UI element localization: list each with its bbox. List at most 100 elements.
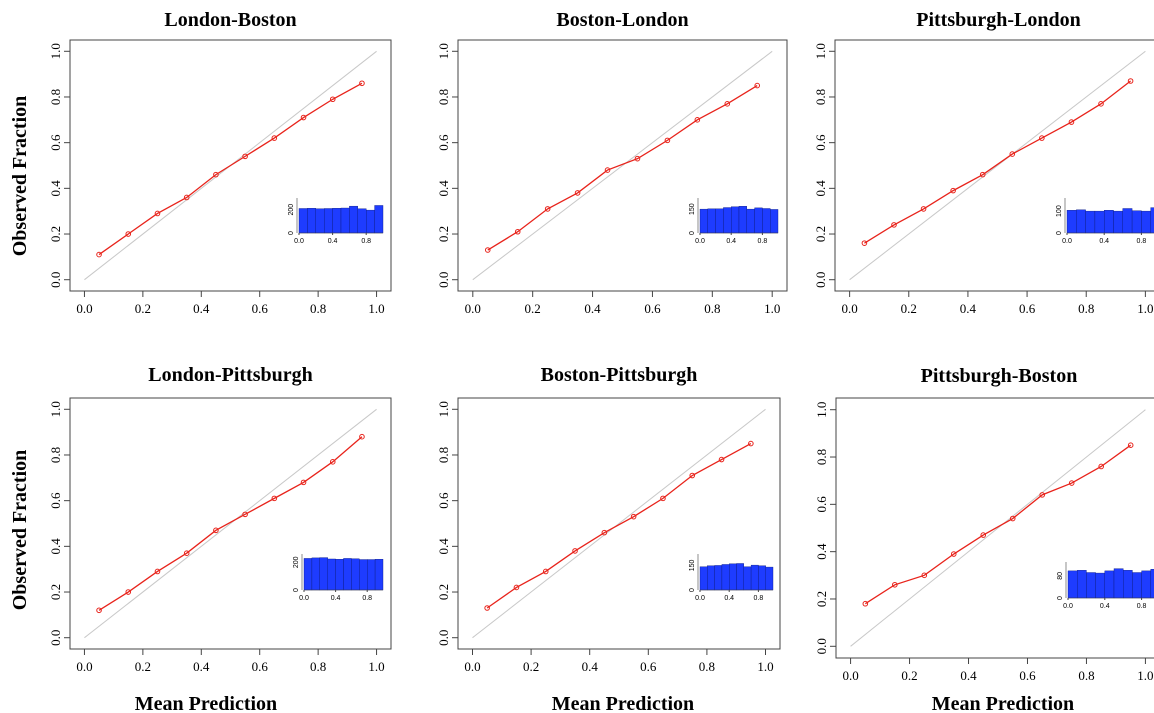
diagonal-reference-line <box>472 50 773 281</box>
y-tick-label: 0.2 <box>436 584 451 600</box>
y-tick-label: 0.0 <box>48 272 63 288</box>
x-tick-label: 0.8 <box>310 301 326 316</box>
calibration-point <box>125 231 132 237</box>
calibration-point <box>1127 442 1134 448</box>
x-tick-label: 0.2 <box>135 301 151 316</box>
inset-x-tick-label: 0.4 <box>724 595 734 602</box>
calibration-point <box>891 222 897 228</box>
histogram-bar <box>762 208 771 234</box>
calibration-point <box>484 247 491 253</box>
calibration-point <box>754 82 761 89</box>
calibration-point <box>748 440 754 447</box>
inset-y-tick-label: 0 <box>293 588 300 592</box>
y-tick-label: 0.2 <box>813 226 828 242</box>
histogram-bar <box>715 208 724 234</box>
histogram-bar <box>1066 210 1077 234</box>
calibration-point <box>574 190 581 196</box>
panel-title: Boston-Pittsburgh <box>541 364 698 386</box>
calibration-point <box>544 206 551 212</box>
x-tick-label: 0.2 <box>523 659 539 674</box>
calibration-point <box>694 117 701 123</box>
x-tick-label: 0.8 <box>1078 668 1094 683</box>
calibration-point <box>724 101 731 107</box>
histogram-bar <box>351 558 360 591</box>
calibration-point <box>634 155 641 162</box>
calibration-point <box>950 187 956 194</box>
inset-x-tick-label: 0.8 <box>758 238 768 245</box>
histogram-bar <box>765 566 774 591</box>
histogram-bar <box>714 565 723 591</box>
histogram-bar <box>1131 210 1142 234</box>
histogram-bar <box>1113 210 1124 234</box>
panel-title: Pittsburgh-Boston <box>921 365 1078 387</box>
histogram-bar <box>1086 572 1096 599</box>
y-tick-label: 0.8 <box>436 447 451 463</box>
x-tick-label: 0.6 <box>1019 668 1036 683</box>
y-tick-label: 0.4 <box>814 543 829 560</box>
y-tick-label: 0.8 <box>48 89 63 105</box>
plot-frame <box>69 397 392 650</box>
y-tick-label: 0.6 <box>436 492 451 509</box>
inset-x-tick-label: 0.4 <box>328 238 338 245</box>
calibration-line <box>98 82 363 256</box>
y-tick-label: 1.0 <box>48 401 63 417</box>
panel-1: London-Boston 0.0 0.2 0.4 0.6 0.8 1.0 0.0 0.2 0.4… <box>48 9 392 316</box>
x-tick-label: 0.4 <box>582 659 599 674</box>
x-tick-label: 0.2 <box>901 668 917 683</box>
calibration-point <box>242 153 248 160</box>
histogram-bar <box>1122 208 1133 234</box>
calibration-point <box>861 240 868 246</box>
histogram-bar <box>754 207 763 234</box>
y-tick-label: 0.8 <box>48 447 63 463</box>
histogram-bar <box>1067 570 1078 599</box>
calibration-point <box>484 605 490 611</box>
histogram-bar <box>746 208 755 234</box>
calibration-point <box>664 137 671 144</box>
calibration-point <box>213 527 219 534</box>
calibration-point <box>1009 151 1016 157</box>
x-tick-label: 0.6 <box>1019 301 1036 316</box>
inset-histogram: 0.0 0.4 0.8 0 200 <box>288 198 384 245</box>
x-tick-label: 0.4 <box>584 301 601 316</box>
x-tick-label: 0.2 <box>135 659 151 674</box>
diagonal-reference-line <box>472 408 766 639</box>
inset-x-tick-label: 0.4 <box>331 595 341 602</box>
x-tick-label: 1.0 <box>1137 301 1153 316</box>
histogram-bar <box>315 208 325 234</box>
calibration-point <box>271 495 278 502</box>
inset-histogram: 0.0 0.4 0.8 0 100 <box>1056 198 1154 245</box>
calibration-point <box>329 96 336 103</box>
inset-y-tick-label: 0 <box>1056 231 1063 235</box>
histogram-bar <box>1150 207 1154 234</box>
inset-histogram: 0.0 0.4 0.8 0 200 <box>293 554 384 602</box>
calibration-point <box>1009 515 1016 522</box>
y-tick-label: 0.2 <box>48 226 63 242</box>
y-tick-label: 0.6 <box>814 496 829 513</box>
inset-x-tick-label: 0.8 <box>361 238 371 245</box>
calibration-line <box>864 80 1131 244</box>
calibration-point <box>862 600 869 607</box>
y-tick-label: 0.8 <box>813 89 828 105</box>
diagonal-reference-line <box>849 50 1146 281</box>
y-tick-label: 0.2 <box>436 226 451 242</box>
histogram-bar <box>1095 572 1105 599</box>
inset-x-tick-label: 0.0 <box>294 238 304 245</box>
x-tick-label: 0.8 <box>1078 301 1094 316</box>
y-tick-label: 0.0 <box>814 638 829 654</box>
inset-x-tick-label: 0.0 <box>1062 238 1072 245</box>
x-tick-label: 0.0 <box>464 659 480 674</box>
x-tick-label: 1.0 <box>1137 668 1153 683</box>
histogram-bar <box>319 557 328 591</box>
x-tick-label: 0.8 <box>699 659 715 674</box>
calibration-point <box>950 551 957 557</box>
histogram-bar <box>1141 210 1151 234</box>
y-tick-label: 0.6 <box>48 134 63 151</box>
inset-x-tick-label: 0.8 <box>362 595 372 602</box>
histogram-bar <box>1113 568 1124 599</box>
inset-y-tick-label: 0 <box>689 588 696 592</box>
calibration-line <box>486 442 752 609</box>
y-tick-label: 0.4 <box>813 180 828 197</box>
calibration-point <box>154 568 161 575</box>
